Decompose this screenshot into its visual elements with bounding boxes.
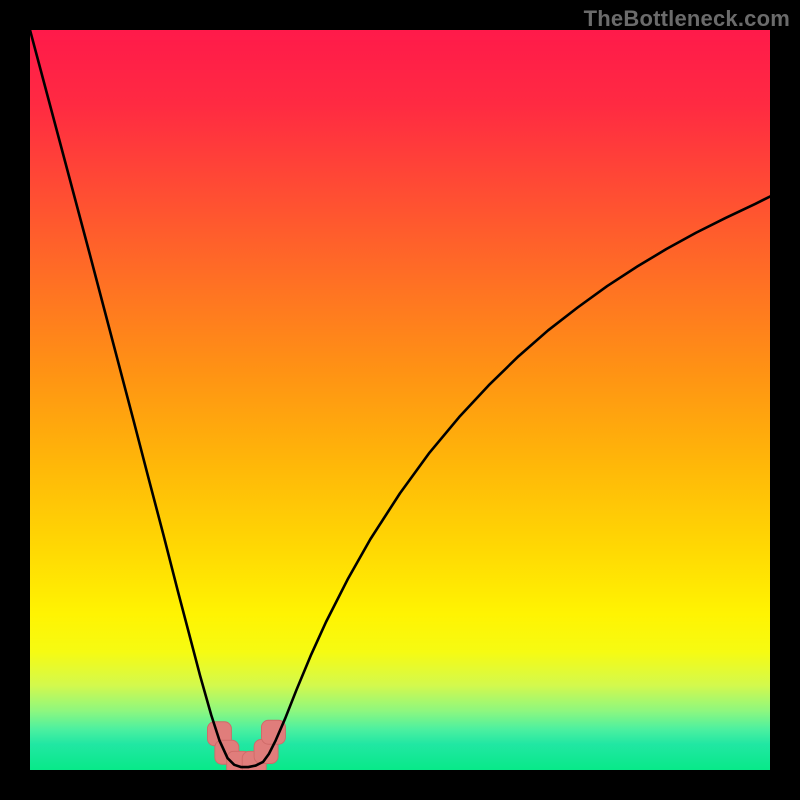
gradient-background — [30, 30, 770, 770]
bottleneck-chart — [0, 0, 800, 800]
chart-stage: TheBottleneck.com — [0, 0, 800, 800]
